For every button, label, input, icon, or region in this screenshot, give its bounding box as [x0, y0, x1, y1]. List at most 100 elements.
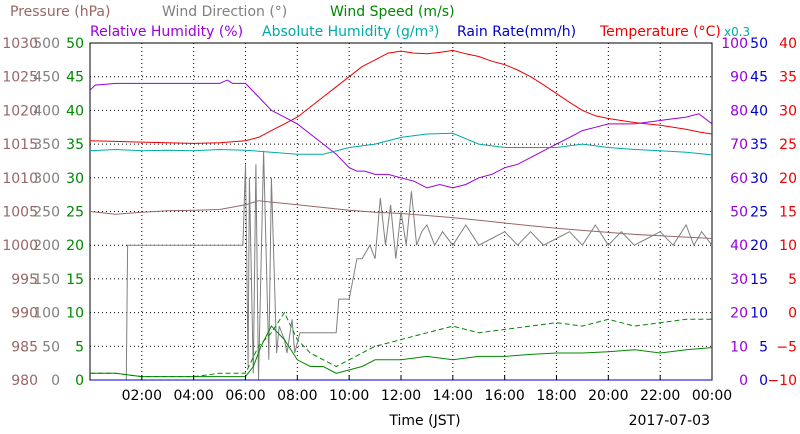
y-tick-label: 5 — [788, 272, 797, 288]
y-tick-label: 20 — [66, 238, 84, 254]
y-tick-label: 10 — [750, 306, 768, 322]
legend-item-7: x0.3 — [724, 25, 750, 39]
y-tick-label: 980 — [11, 373, 38, 389]
y-tick-label: 200 — [33, 238, 60, 254]
y-tick-label: 40 — [66, 103, 84, 119]
y-tick-label: 0 — [75, 373, 84, 389]
y-tick-label: 450 — [33, 70, 60, 86]
y-tick-label: 30 — [750, 171, 768, 187]
y-tick-label: 1005 — [2, 205, 38, 221]
y-tick-label: 30 — [779, 103, 797, 119]
x-tick-label: 16:00 — [484, 388, 524, 404]
x-tick-label: 00:00 — [692, 388, 732, 404]
y-tick-label: 60 — [730, 171, 748, 187]
y-tick-label: 90 — [730, 70, 748, 86]
y-tick-label: 300 — [33, 171, 60, 187]
x-tick-label: 10:00 — [329, 388, 369, 404]
y-tick-label: 20 — [750, 238, 768, 254]
legend-item-1: Wind Direction (°) — [162, 4, 287, 20]
x-tick-label: 04:00 — [173, 388, 213, 404]
y-tick-label: 10 — [779, 238, 797, 254]
x-axis-label: Time (JST) — [388, 413, 460, 429]
legend: Pressure (hPa) Wind Direction (°) Wind Spe… — [10, 4, 750, 40]
legend-item-4: Absolute Humidity (g/m³) — [262, 24, 439, 40]
y-tick-label: 1015 — [2, 137, 38, 153]
y-tick-label: 40 — [750, 103, 768, 119]
y-tick-label: 350 — [33, 137, 60, 153]
y-tick-label: 30 — [730, 272, 748, 288]
y-tick-label: 40 — [779, 36, 797, 52]
y-tick-label: 250 — [33, 205, 60, 221]
legend-item-6: Temperature (°C) — [599, 24, 721, 40]
y-tick-label: 50 — [42, 339, 60, 355]
y-tick-label: 45 — [66, 70, 84, 86]
y-tick-label: 1000 — [2, 238, 38, 254]
y-tick-label: 5 — [759, 339, 768, 355]
x-tick-label: 22:00 — [640, 388, 680, 404]
x-tick-label: 02:00 — [122, 388, 162, 404]
y-tick-label: 1020 — [2, 103, 38, 119]
series-line-6 — [90, 311, 712, 378]
legend-item-0: Pressure (hPa) — [10, 4, 110, 20]
legend-item-3: Relative Humidity (%) — [90, 24, 243, 40]
y-tick-label: 80 — [730, 103, 748, 119]
y-tick-label: −10 — [767, 373, 797, 389]
y-tick-label: 100 — [33, 306, 60, 322]
y-tick-label: 1025 — [2, 70, 38, 86]
y-tick-label: 50 — [730, 205, 748, 221]
x-tick-label: 06:00 — [225, 388, 265, 404]
y-tick-label: 35 — [779, 70, 797, 86]
y-tick-label: 40 — [730, 238, 748, 254]
y-tick-label: 25 — [779, 137, 797, 153]
y-tick-label: 0 — [739, 373, 748, 389]
legend-item-2: Wind Speed (m/s) — [330, 4, 455, 20]
y-tick-label: 15 — [66, 272, 84, 288]
y-tick-label: 15 — [750, 272, 768, 288]
y-tick-label: 20 — [730, 306, 748, 322]
y-tick-label: 30 — [66, 171, 84, 187]
y-tick-label: 985 — [11, 339, 38, 355]
y-tick-label: 35 — [750, 137, 768, 153]
series-line-1 — [89, 79, 713, 189]
y-tick-label: −5 — [776, 339, 797, 355]
series-line-3 — [89, 200, 713, 239]
date-label: 2017-07-03 — [629, 413, 710, 429]
y-tick-label: 5 — [75, 339, 84, 355]
y-tick-label: 20 — [779, 171, 797, 187]
y-tick-label: 35 — [66, 137, 84, 153]
legend-item-5: Rain Rate(mm/h) — [457, 24, 576, 40]
y-tick-label: 0 — [759, 373, 768, 389]
y-tick-label: 10 — [730, 339, 748, 355]
y-tick-label: 150 — [33, 272, 60, 288]
y-tick-label: 15 — [779, 205, 797, 221]
y-tick-label: 25 — [750, 205, 768, 221]
y-tick-label: 1010 — [2, 171, 38, 187]
x-tick-label: 20:00 — [588, 388, 628, 404]
y-tick-label: 70 — [730, 137, 748, 153]
y-tick-label: 45 — [750, 70, 768, 86]
y-tick-label: 990 — [11, 306, 38, 322]
series-line-0 — [89, 49, 713, 144]
x-tick-label: 08:00 — [277, 388, 317, 404]
series-line-5 — [90, 325, 713, 378]
y-tick-label: 400 — [33, 103, 60, 119]
x-tick-label: 14:00 — [433, 388, 473, 404]
series-line-2 — [89, 132, 713, 156]
y-tick-label: 10 — [66, 306, 84, 322]
y-tick-label: 50 — [750, 36, 768, 52]
x-tick-label: 18:00 — [536, 388, 576, 404]
x-axis: 02:00 04:00 06:00 08:00 10:00 12:00 14:00 16:00… — [122, 375, 732, 404]
y-tick-label: 50 — [66, 36, 84, 52]
gridlines — [90, 43, 712, 380]
y-tick-label: 0 — [788, 306, 797, 322]
y-axes: 1030102510201015101010051000995990985980… — [2, 36, 797, 389]
y-tick-label: 25 — [66, 205, 84, 221]
y-tick-label: 1030 — [2, 36, 38, 52]
y-tick-label: 0 — [51, 373, 60, 389]
y-tick-label: 995 — [11, 272, 38, 288]
y-tick-label: 100 — [721, 36, 748, 52]
series-line-4 — [90, 150, 713, 381]
y-tick-label: 500 — [33, 36, 60, 52]
x-tick-label: 12:00 — [381, 388, 421, 404]
